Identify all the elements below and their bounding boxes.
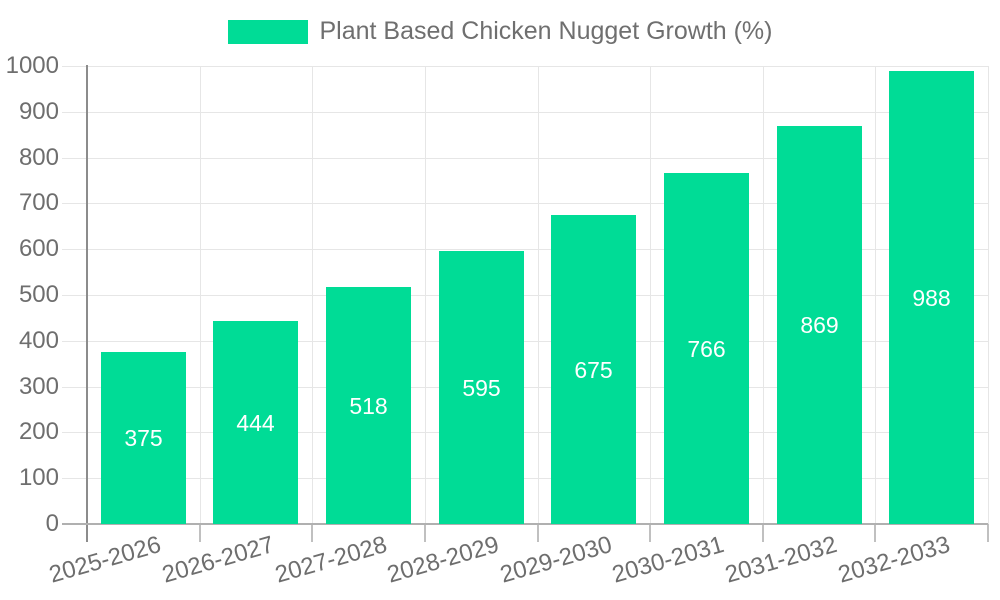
y-gridline — [62, 295, 988, 296]
x-axis-tick — [311, 524, 313, 542]
bar-2028-2029[interactable] — [439, 251, 524, 524]
y-axis-line — [86, 65, 88, 542]
y-axis-tick-label: 900 — [18, 98, 59, 125]
y-gridline — [62, 112, 988, 113]
x-axis-tick — [762, 524, 764, 542]
y-axis-tick-label: 500 — [18, 281, 59, 308]
x-gridline — [988, 66, 989, 524]
bar-value-label: 869 — [800, 312, 839, 338]
x-axis-tick — [874, 524, 876, 542]
x-axis-category-label: 2026-2027 — [159, 531, 278, 589]
x-axis-line — [62, 523, 988, 525]
y-axis-tick-label: 1000 — [5, 52, 59, 79]
x-gridline — [312, 66, 313, 524]
x-axis-category-label: 2031-2032 — [722, 531, 841, 589]
y-gridline — [62, 341, 988, 342]
bar-value-label: 675 — [574, 357, 613, 383]
y-axis-tick-label: 400 — [18, 327, 59, 354]
chart-legend[interactable]: Plant Based Chicken Nugget Growth (%) — [0, 17, 1000, 46]
y-gridline — [62, 387, 988, 388]
y-gridline — [62, 432, 988, 433]
bar-2026-2027[interactable] — [213, 321, 298, 524]
x-gridline — [763, 66, 764, 524]
legend-swatch — [227, 19, 308, 44]
bar-value-label: 518 — [349, 393, 388, 419]
bar-value-label: 766 — [687, 336, 726, 362]
x-axis-category-label: 2032-2033 — [835, 531, 954, 589]
x-gridline — [425, 66, 426, 524]
y-gridline — [62, 158, 988, 159]
y-gridline — [62, 478, 988, 479]
y-axis-tick-label: 700 — [18, 189, 59, 216]
y-axis-tick-label: 100 — [18, 464, 59, 491]
bar-value-label: 375 — [124, 425, 163, 451]
x-gridline — [875, 66, 876, 524]
x-axis-tick — [199, 524, 201, 542]
y-gridline — [62, 203, 988, 204]
x-gridline — [200, 66, 201, 524]
bar-2030-2031[interactable] — [664, 173, 749, 524]
y-axis-tick-label: 0 — [45, 510, 59, 537]
y-gridline — [62, 66, 988, 67]
y-axis-tick-label: 300 — [18, 373, 59, 400]
x-gridline — [650, 66, 651, 524]
x-axis-tick — [987, 524, 989, 542]
x-axis-tick — [424, 524, 426, 542]
x-axis-category-label: 2028-2029 — [384, 531, 503, 589]
bar-2027-2028[interactable] — [326, 287, 411, 524]
y-axis-tick-label: 600 — [18, 235, 59, 262]
x-axis-category-label: 2029-2030 — [497, 531, 616, 589]
x-axis-tick — [537, 524, 539, 542]
x-axis-tick — [649, 524, 651, 542]
x-axis-category-label: 2027-2028 — [272, 531, 391, 589]
bar-value-label: 444 — [236, 410, 275, 436]
x-gridline — [538, 66, 539, 524]
y-axis-tick-label: 800 — [18, 144, 59, 171]
x-axis-category-label: 2025-2026 — [46, 531, 165, 589]
legend-series-label: Plant Based Chicken Nugget Growth (%) — [319, 17, 773, 45]
x-axis-category-label: 2030-2031 — [609, 531, 728, 589]
y-axis-tick-label: 200 — [18, 418, 59, 445]
bar-2025-2026[interactable] — [101, 352, 186, 524]
bar-value-label: 988 — [912, 285, 951, 311]
bar-2031-2032[interactable] — [777, 126, 862, 524]
bar-value-label: 595 — [462, 375, 501, 401]
y-gridline — [62, 249, 988, 250]
bar-2029-2030[interactable] — [551, 215, 636, 524]
bar-2032-2033[interactable] — [889, 71, 974, 524]
